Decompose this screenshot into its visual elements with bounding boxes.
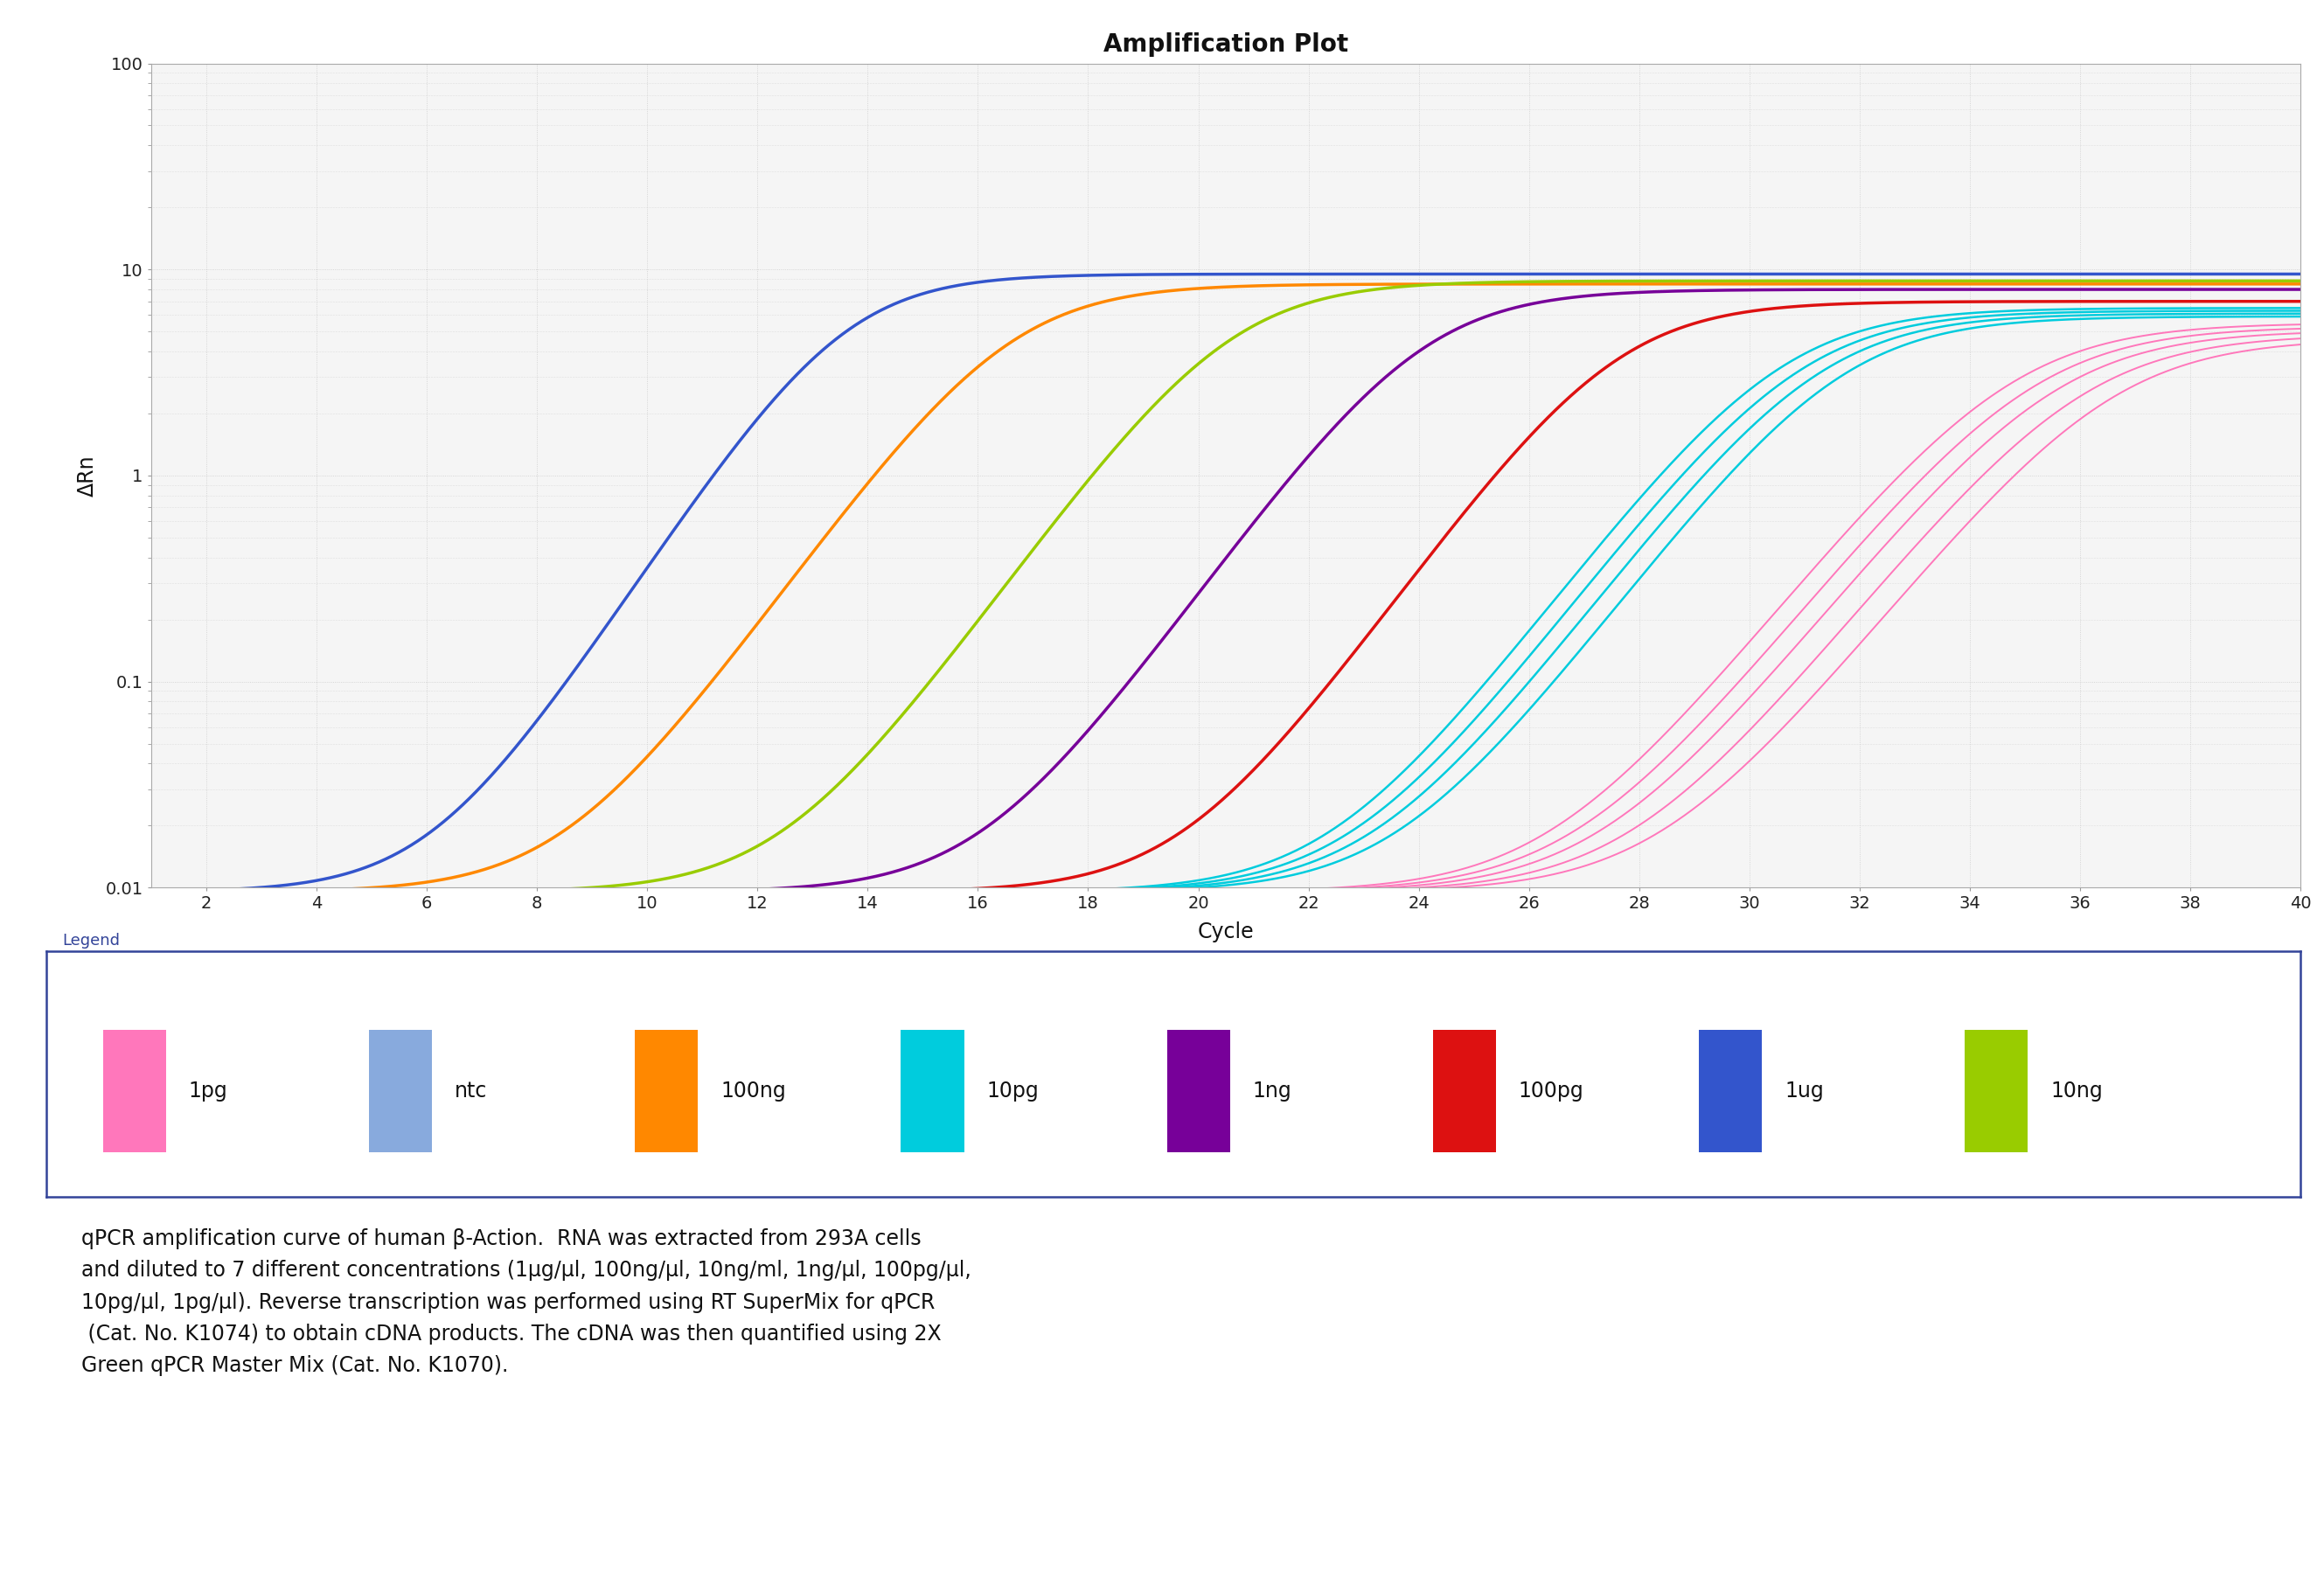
Text: 1ug: 1ug (1785, 1081, 1824, 1102)
Text: Legend: Legend (63, 934, 121, 948)
FancyBboxPatch shape (902, 1030, 964, 1152)
Text: ntc: ntc (456, 1081, 488, 1102)
Text: 100pg: 100pg (1518, 1081, 1585, 1102)
Text: 10pg: 10pg (985, 1081, 1039, 1102)
Text: 1ng: 1ng (1253, 1081, 1292, 1102)
FancyBboxPatch shape (1964, 1030, 2029, 1152)
FancyBboxPatch shape (1699, 1030, 1762, 1152)
FancyBboxPatch shape (102, 1030, 165, 1152)
FancyBboxPatch shape (1167, 1030, 1229, 1152)
FancyBboxPatch shape (1434, 1030, 1497, 1152)
Text: qPCR amplification curve of human β-Action.  RNA was extracted from 293A cells
a: qPCR amplification curve of human β-Acti… (81, 1228, 971, 1376)
Y-axis label: ΔRn: ΔRn (77, 455, 98, 496)
Text: 100ng: 100ng (720, 1081, 786, 1102)
X-axis label: Cycle: Cycle (1197, 922, 1255, 943)
FancyBboxPatch shape (370, 1030, 432, 1152)
Text: 10ng: 10ng (2050, 1081, 2103, 1102)
Title: Amplification Plot: Amplification Plot (1104, 32, 1348, 57)
FancyBboxPatch shape (634, 1030, 697, 1152)
Text: 1pg: 1pg (188, 1081, 228, 1102)
